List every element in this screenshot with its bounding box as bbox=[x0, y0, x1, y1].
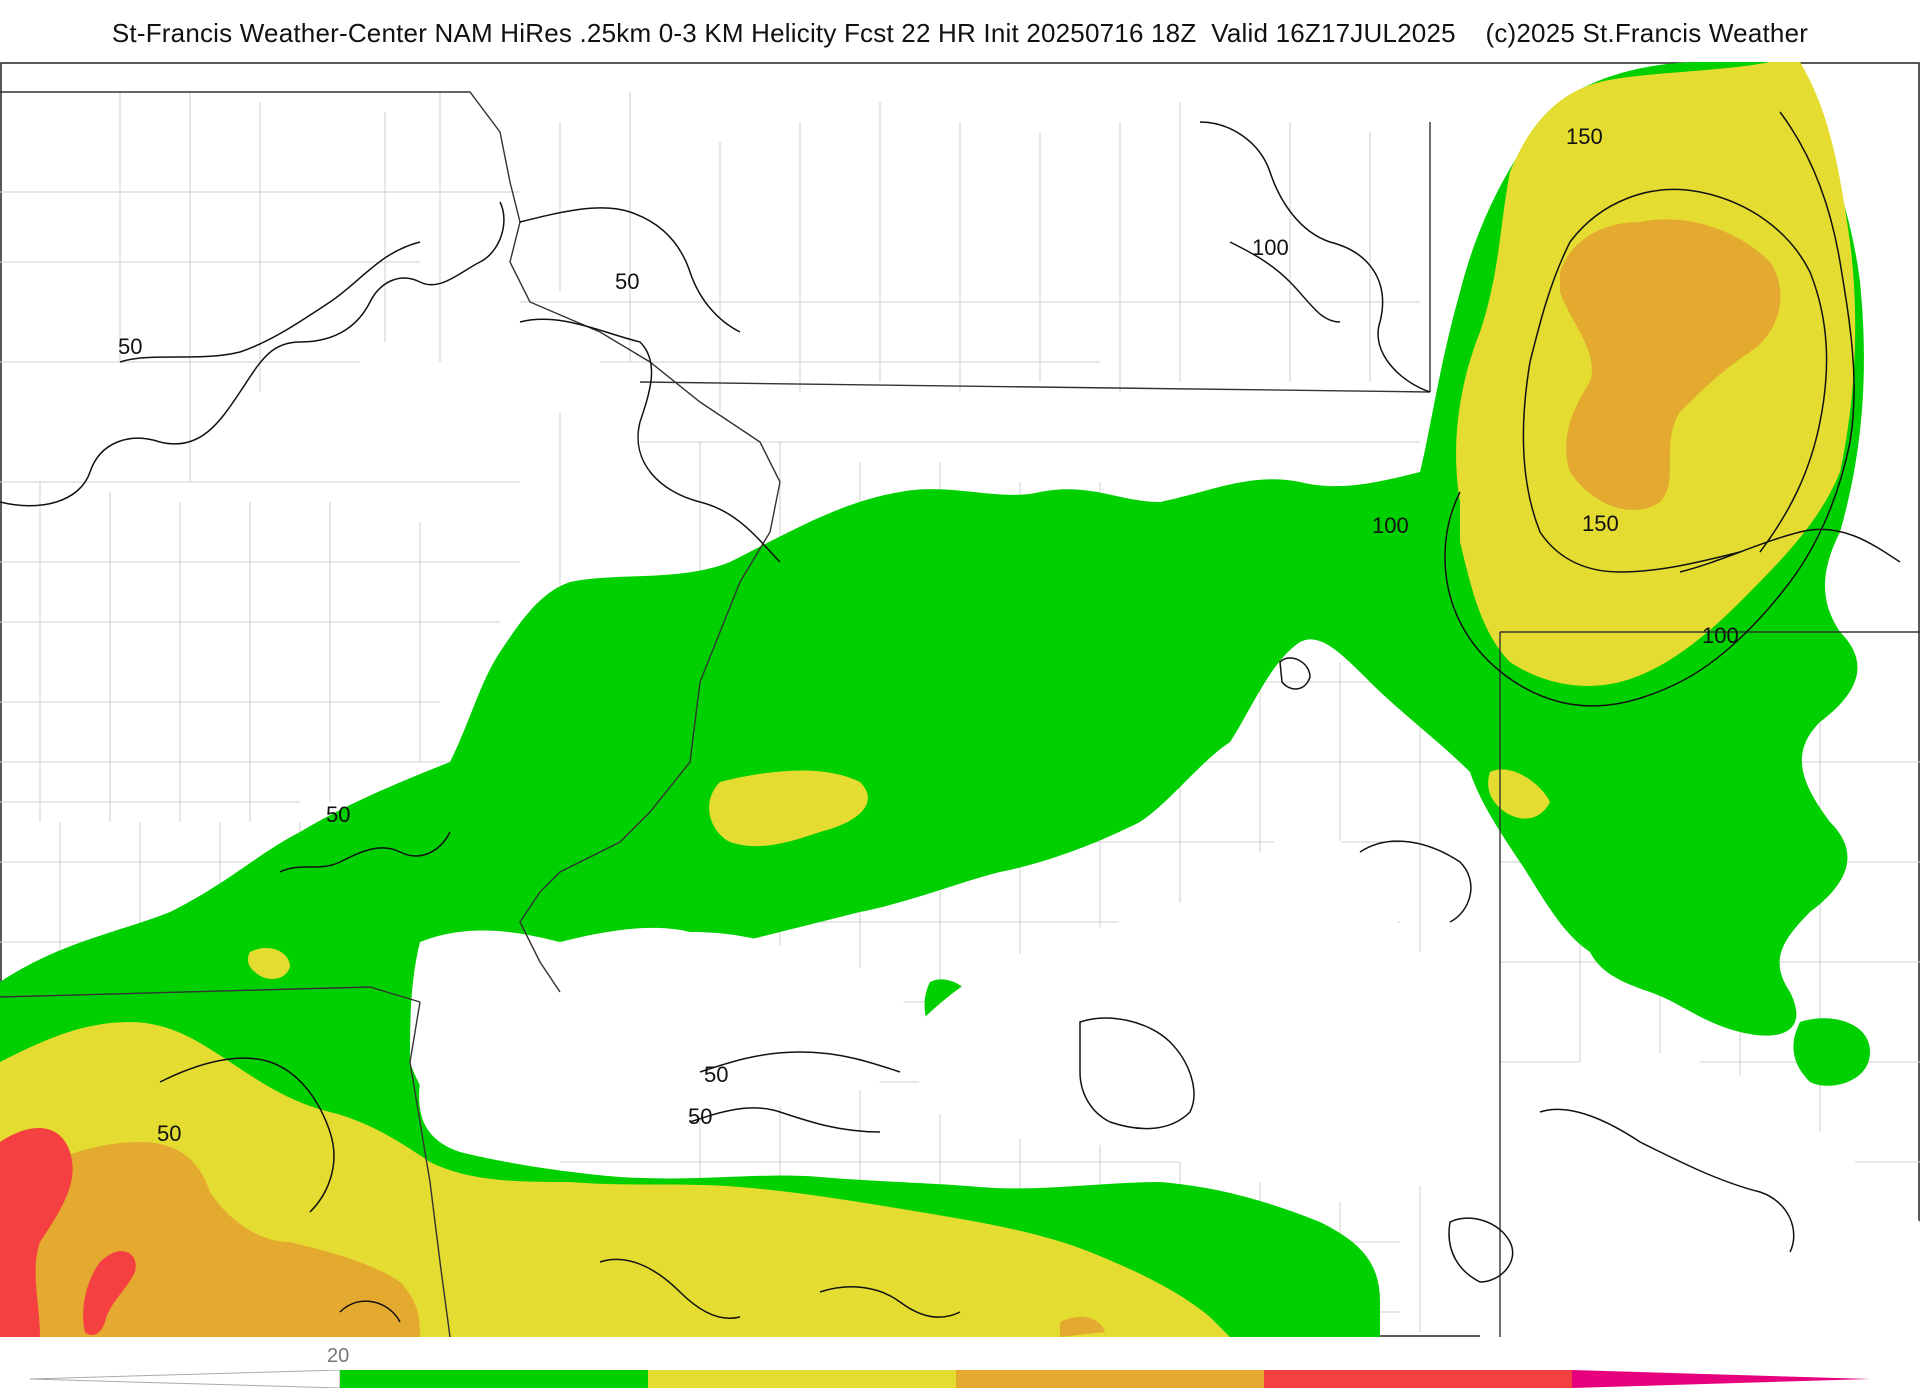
helicity-contours bbox=[0, 111, 1901, 1323]
state-boundaries bbox=[0, 91, 1920, 1337]
colorbar-green bbox=[340, 1370, 648, 1388]
colorbar bbox=[30, 1370, 1870, 1388]
contour-label: 50 bbox=[688, 1104, 712, 1129]
colorbar-magenta bbox=[1572, 1370, 1870, 1388]
colorbar-orange bbox=[956, 1370, 1264, 1388]
colorbar-red bbox=[1264, 1370, 1572, 1388]
contour-label: 50 bbox=[615, 269, 639, 294]
contour-label: 150 bbox=[1582, 511, 1619, 536]
colorbar-yellow bbox=[648, 1370, 956, 1388]
contour-label: 50 bbox=[704, 1062, 728, 1087]
contour-labels: 50 50 50 50 50 50 100 100 100 150 150 bbox=[118, 124, 1739, 1146]
helicity-fill-red bbox=[0, 1128, 136, 1337]
colorbar-tick-label: 20 bbox=[327, 1345, 350, 1367]
helicity-map: 50 50 50 50 50 50 100 100 100 150 150 bbox=[0, 62, 1920, 1337]
contour-label: 100 bbox=[1252, 235, 1289, 260]
map-title: St-Francis Weather-Center NAM HiRes .25k… bbox=[111, 18, 1809, 48]
contour-label: 100 bbox=[1702, 623, 1739, 648]
contour-label: 50 bbox=[118, 334, 142, 359]
contour-label: 50 bbox=[157, 1121, 181, 1146]
contour-label: 150 bbox=[1566, 124, 1603, 149]
contour-label: 100 bbox=[1372, 513, 1409, 538]
contour-label: 50 bbox=[326, 802, 350, 827]
